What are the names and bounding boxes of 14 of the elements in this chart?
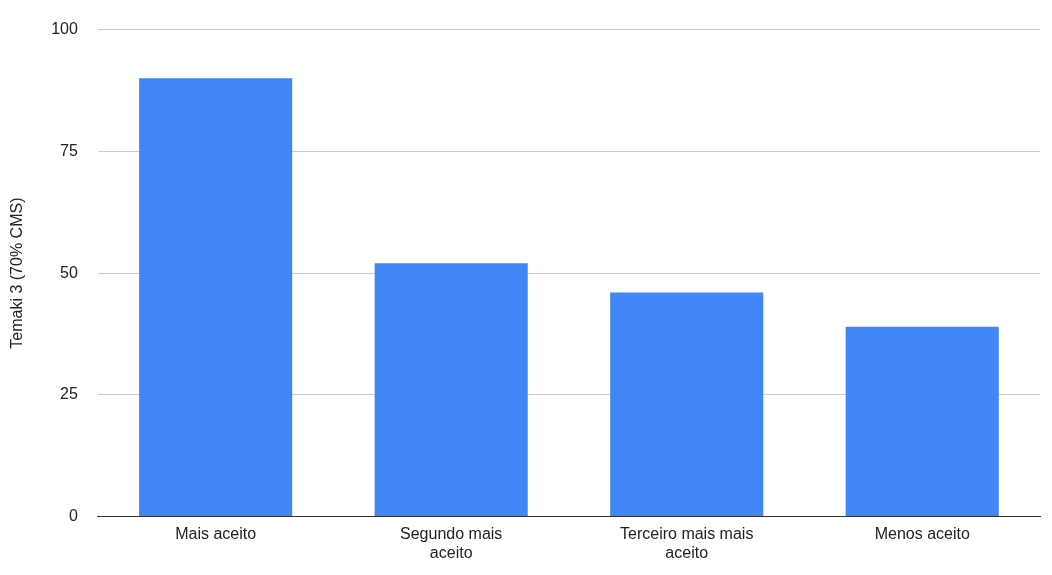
bar [610, 292, 764, 517]
y-tick-label: 100 [51, 20, 78, 38]
x-tick-label: Terceiro mais mais aceito [620, 524, 754, 561]
x-tick-label: Menos aceito [874, 524, 970, 542]
y-tick-label: 50 [60, 263, 78, 281]
bar [374, 263, 528, 517]
y-tick-label: 25 [60, 385, 78, 403]
x-tick-label: Segundo mais aceito [400, 524, 503, 561]
y-axis-title: Temaki 3 (70% CMS) [8, 197, 26, 349]
y-tick-label: 0 [68, 507, 78, 525]
x-tick-label: Mais aceito [175, 524, 257, 542]
y-tick-label: 75 [60, 141, 78, 159]
bar [845, 326, 999, 517]
bar [139, 78, 293, 517]
